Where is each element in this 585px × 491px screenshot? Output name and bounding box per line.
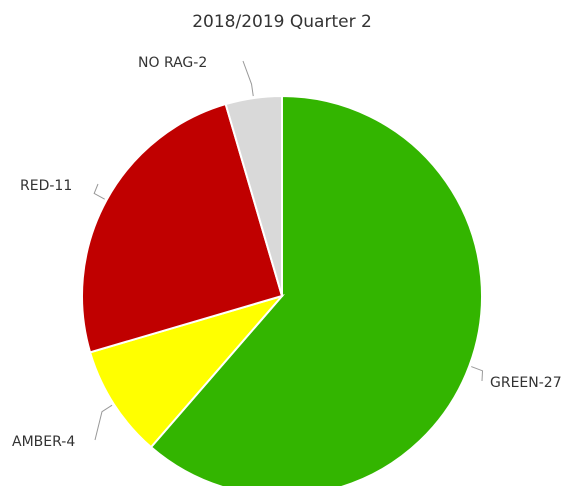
leader-line-red [93, 183, 105, 200]
leader-line-no-rag [242, 60, 254, 97]
slice-label-red: RED-11 [20, 178, 72, 194]
pie-slice-no-rag[interactable] [224, 94, 283, 297]
slice-labels: GREEN-27 AMBER-4 RED-11 NO RAG-2 [12, 55, 562, 450]
label-leader-lines [93, 60, 484, 441]
pie-slice-amber[interactable] [88, 294, 285, 449]
pie-slices [81, 94, 483, 491]
slice-label-no-rag: NO RAG-2 [138, 55, 207, 71]
pie-slice-green[interactable] [149, 94, 483, 491]
leader-line-green [471, 366, 484, 382]
leader-line-amber [94, 404, 113, 441]
pie-slice-red[interactable] [81, 102, 284, 354]
slice-label-amber: AMBER-4 [12, 434, 75, 450]
chart-title: 2018/2019 Quarter 2 [192, 12, 372, 32]
slice-label-green: GREEN-27 [490, 375, 562, 391]
